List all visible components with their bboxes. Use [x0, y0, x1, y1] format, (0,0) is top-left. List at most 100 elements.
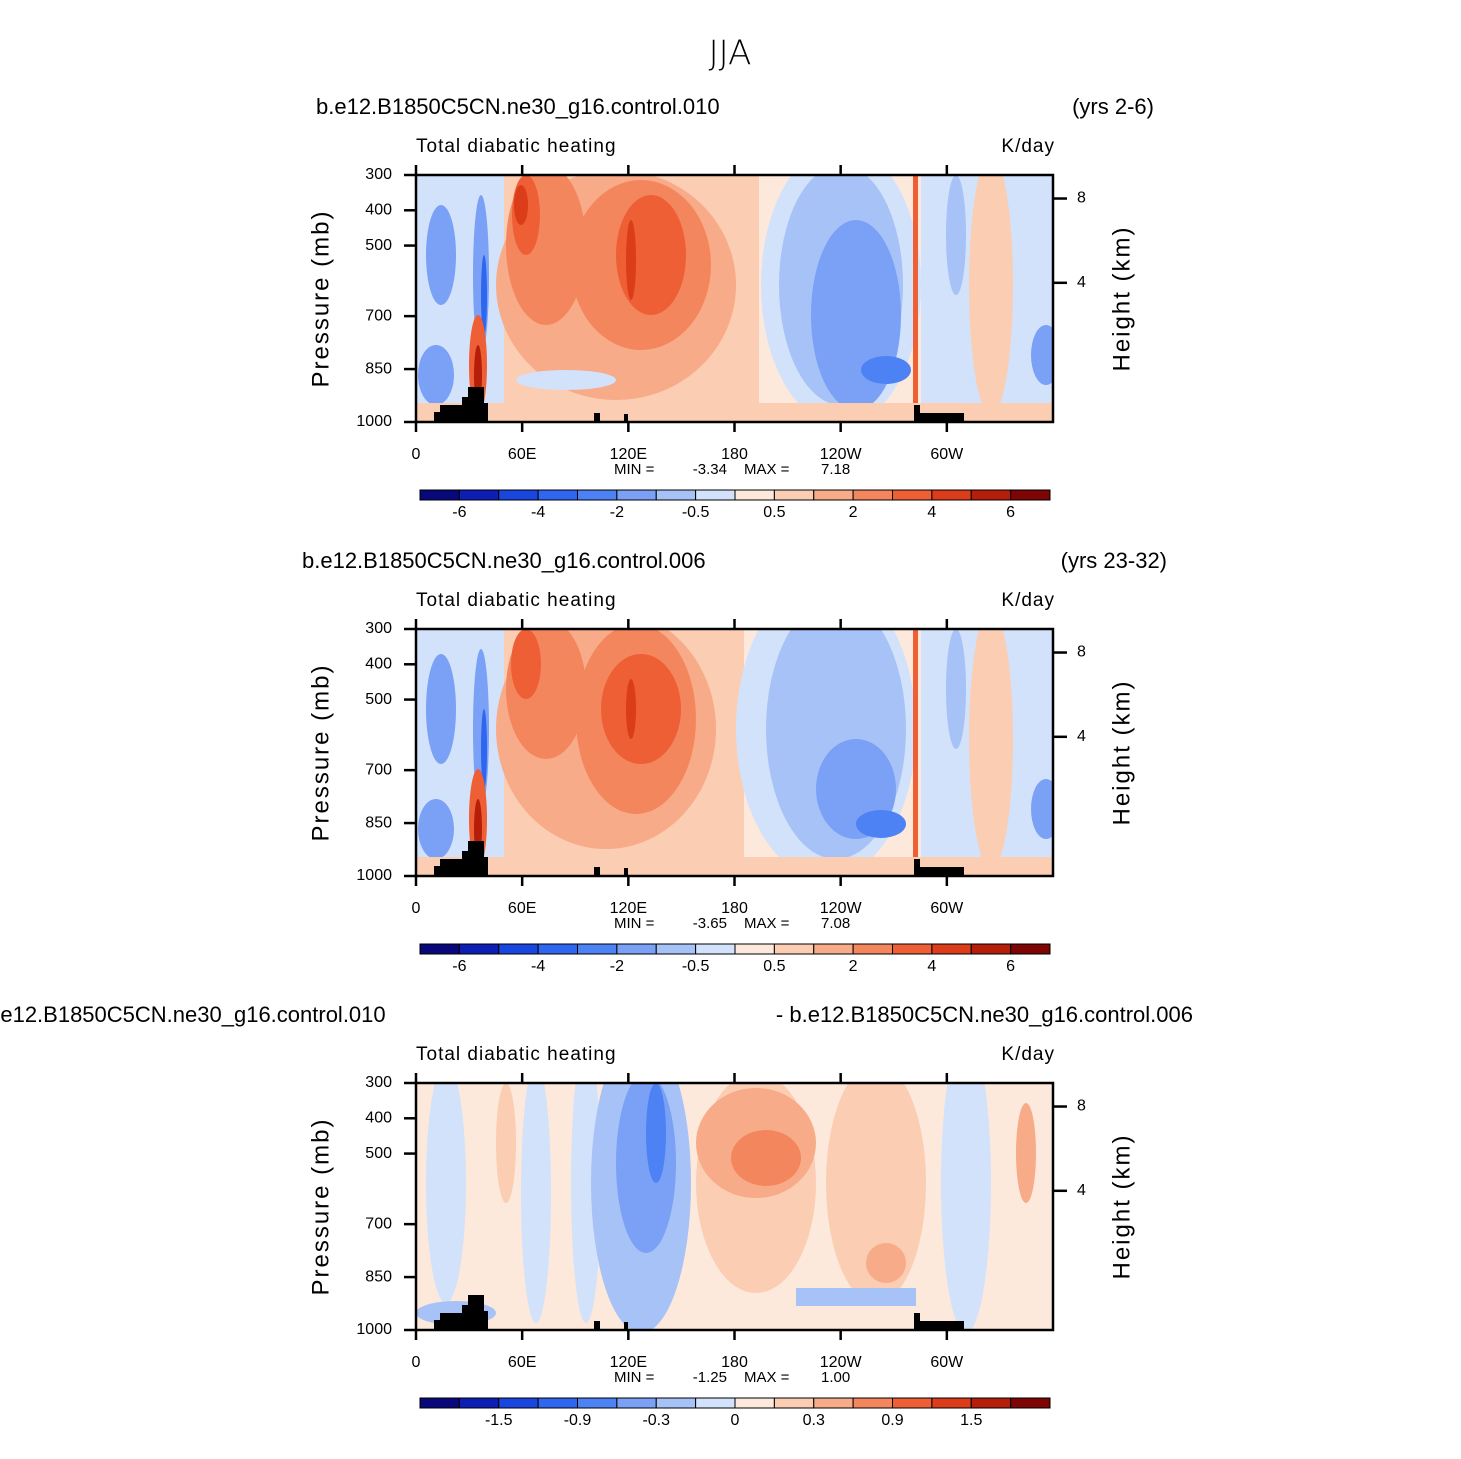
- panel-title-left: b.e12.B1850C5CN.ne30_g16.control.010: [0, 1002, 386, 1027]
- contour-region: [511, 629, 541, 699]
- subtitle-right: K/day: [1001, 1044, 1055, 1065]
- contour-region: [1031, 779, 1053, 839]
- contour-region: [418, 345, 454, 405]
- contour-region: [646, 1083, 666, 1183]
- colorbar-label: 0.3: [803, 1412, 825, 1429]
- colorbar-box: [970, 489, 1012, 501]
- colorbar-box: [458, 943, 500, 955]
- contour-region: [826, 1083, 926, 1303]
- colorbar-box: [577, 489, 618, 501]
- y-tick-label: 1000: [356, 1321, 392, 1338]
- contour-region: [626, 220, 636, 300]
- max-value: 7.08: [821, 915, 850, 932]
- contour-region: [913, 175, 918, 422]
- colorbar-box: [813, 943, 854, 955]
- colorbar-label: -1.5: [485, 1412, 513, 1429]
- max-label: MAX =: [744, 461, 790, 478]
- y-tick-label: 500: [365, 691, 392, 708]
- colorbar-box: [813, 489, 854, 501]
- subtitle-right: K/day: [1001, 590, 1055, 611]
- y-tick-label: 700: [365, 761, 392, 778]
- contour-region: [1031, 325, 1053, 385]
- y-tick-label: 400: [365, 656, 392, 673]
- y2-tick-label: 8: [1077, 190, 1086, 207]
- colorbar-box: [695, 1397, 736, 1409]
- contour-region: [969, 629, 1013, 869]
- contour-region: [601, 654, 681, 764]
- contour-region: [1016, 1103, 1036, 1203]
- colorbar-box: [616, 943, 657, 955]
- colorbar-label: 6: [1006, 504, 1015, 521]
- subtitle-left: Total diabatic heating: [416, 1044, 617, 1065]
- x-tick-label: 120E: [610, 1354, 647, 1371]
- topography: [434, 387, 964, 1330]
- subtitle-left: Total diabatic heating: [416, 136, 617, 157]
- colorbar-label: 1.5: [960, 1412, 982, 1429]
- colorbar-box: [1010, 1397, 1051, 1409]
- y2-tick-label: 4: [1077, 728, 1086, 745]
- x-tick-label: 120E: [610, 446, 647, 463]
- contour-region: [856, 810, 906, 838]
- y-tick-label: 500: [365, 1145, 392, 1162]
- contour-region: [861, 356, 911, 384]
- subtitle-right: K/day: [1001, 136, 1055, 157]
- panel-title-right: (yrs 2-6): [1072, 94, 1154, 119]
- colorbar-box: [931, 943, 972, 955]
- y-tick-label: 850: [365, 1268, 392, 1285]
- colorbar-label: -0.5: [682, 958, 710, 975]
- x-tick-label: 0: [412, 900, 421, 917]
- y-tick-label: 300: [365, 166, 392, 183]
- colorbar-box: [852, 943, 893, 955]
- colorbar-box: [537, 1397, 578, 1409]
- colorbar-box: [892, 943, 933, 955]
- colorbar-box: [419, 1397, 460, 1409]
- colorbar-label: -6: [452, 504, 466, 521]
- contour-region: [626, 679, 636, 739]
- colorbar-box: [655, 1397, 697, 1409]
- colorbar-label: 6: [1006, 958, 1015, 975]
- y-tick-label: 500: [365, 237, 392, 254]
- y-tick-label: 850: [365, 814, 392, 831]
- colorbar-box: [498, 1397, 539, 1409]
- x-tick-label: 180: [721, 1354, 748, 1371]
- colorbar-box: [970, 1397, 1012, 1409]
- x-tick-label: 180: [721, 446, 748, 463]
- y-tick-label: 300: [365, 620, 392, 637]
- colorbar-box: [813, 1397, 854, 1409]
- colorbar-box: [773, 1397, 815, 1409]
- figure-title: JJA: [709, 34, 752, 74]
- max-label: MAX =: [744, 915, 790, 932]
- colorbar-box: [419, 943, 460, 955]
- colorbar-label: 4: [927, 504, 936, 521]
- min-label: MIN =: [614, 915, 655, 932]
- contour-region: [481, 255, 487, 335]
- colorbar-label: 0: [731, 1412, 740, 1429]
- x-tick-label: 60E: [508, 900, 536, 917]
- contour-region: [516, 370, 616, 390]
- colorbar-box: [695, 489, 736, 501]
- colorbar-box: [734, 1397, 775, 1409]
- y-tick-label: 1000: [356, 867, 392, 884]
- y-axis-label: Pressure (mb): [307, 209, 334, 387]
- colorbar-box: [655, 943, 697, 955]
- colorbar-label: -0.5: [682, 504, 710, 521]
- colorbar-box: [970, 943, 1012, 955]
- colorbar-box: [655, 489, 697, 501]
- contour-region: [416, 857, 1053, 876]
- y-tick-label: 300: [365, 1074, 392, 1091]
- y2-axis-label: Height (km): [1108, 679, 1135, 825]
- x-tick-label: 120E: [610, 900, 647, 917]
- x-tick-label: 60W: [930, 900, 964, 917]
- y-tick-label: 400: [365, 202, 392, 219]
- contour-region: [418, 799, 454, 859]
- colorbar-box: [931, 1397, 972, 1409]
- contour-region: [481, 709, 487, 789]
- colorbar-box: [773, 943, 815, 955]
- contour-region: [946, 175, 966, 295]
- panel-title-left: b.e12.B1850C5CN.ne30_g16.control.006: [302, 548, 706, 573]
- colorbar-box: [458, 489, 500, 501]
- colorbar-label: -0.9: [564, 1412, 592, 1429]
- contour-region: [946, 629, 966, 749]
- colorbar-box: [498, 943, 539, 955]
- colorbar-box: [892, 489, 933, 501]
